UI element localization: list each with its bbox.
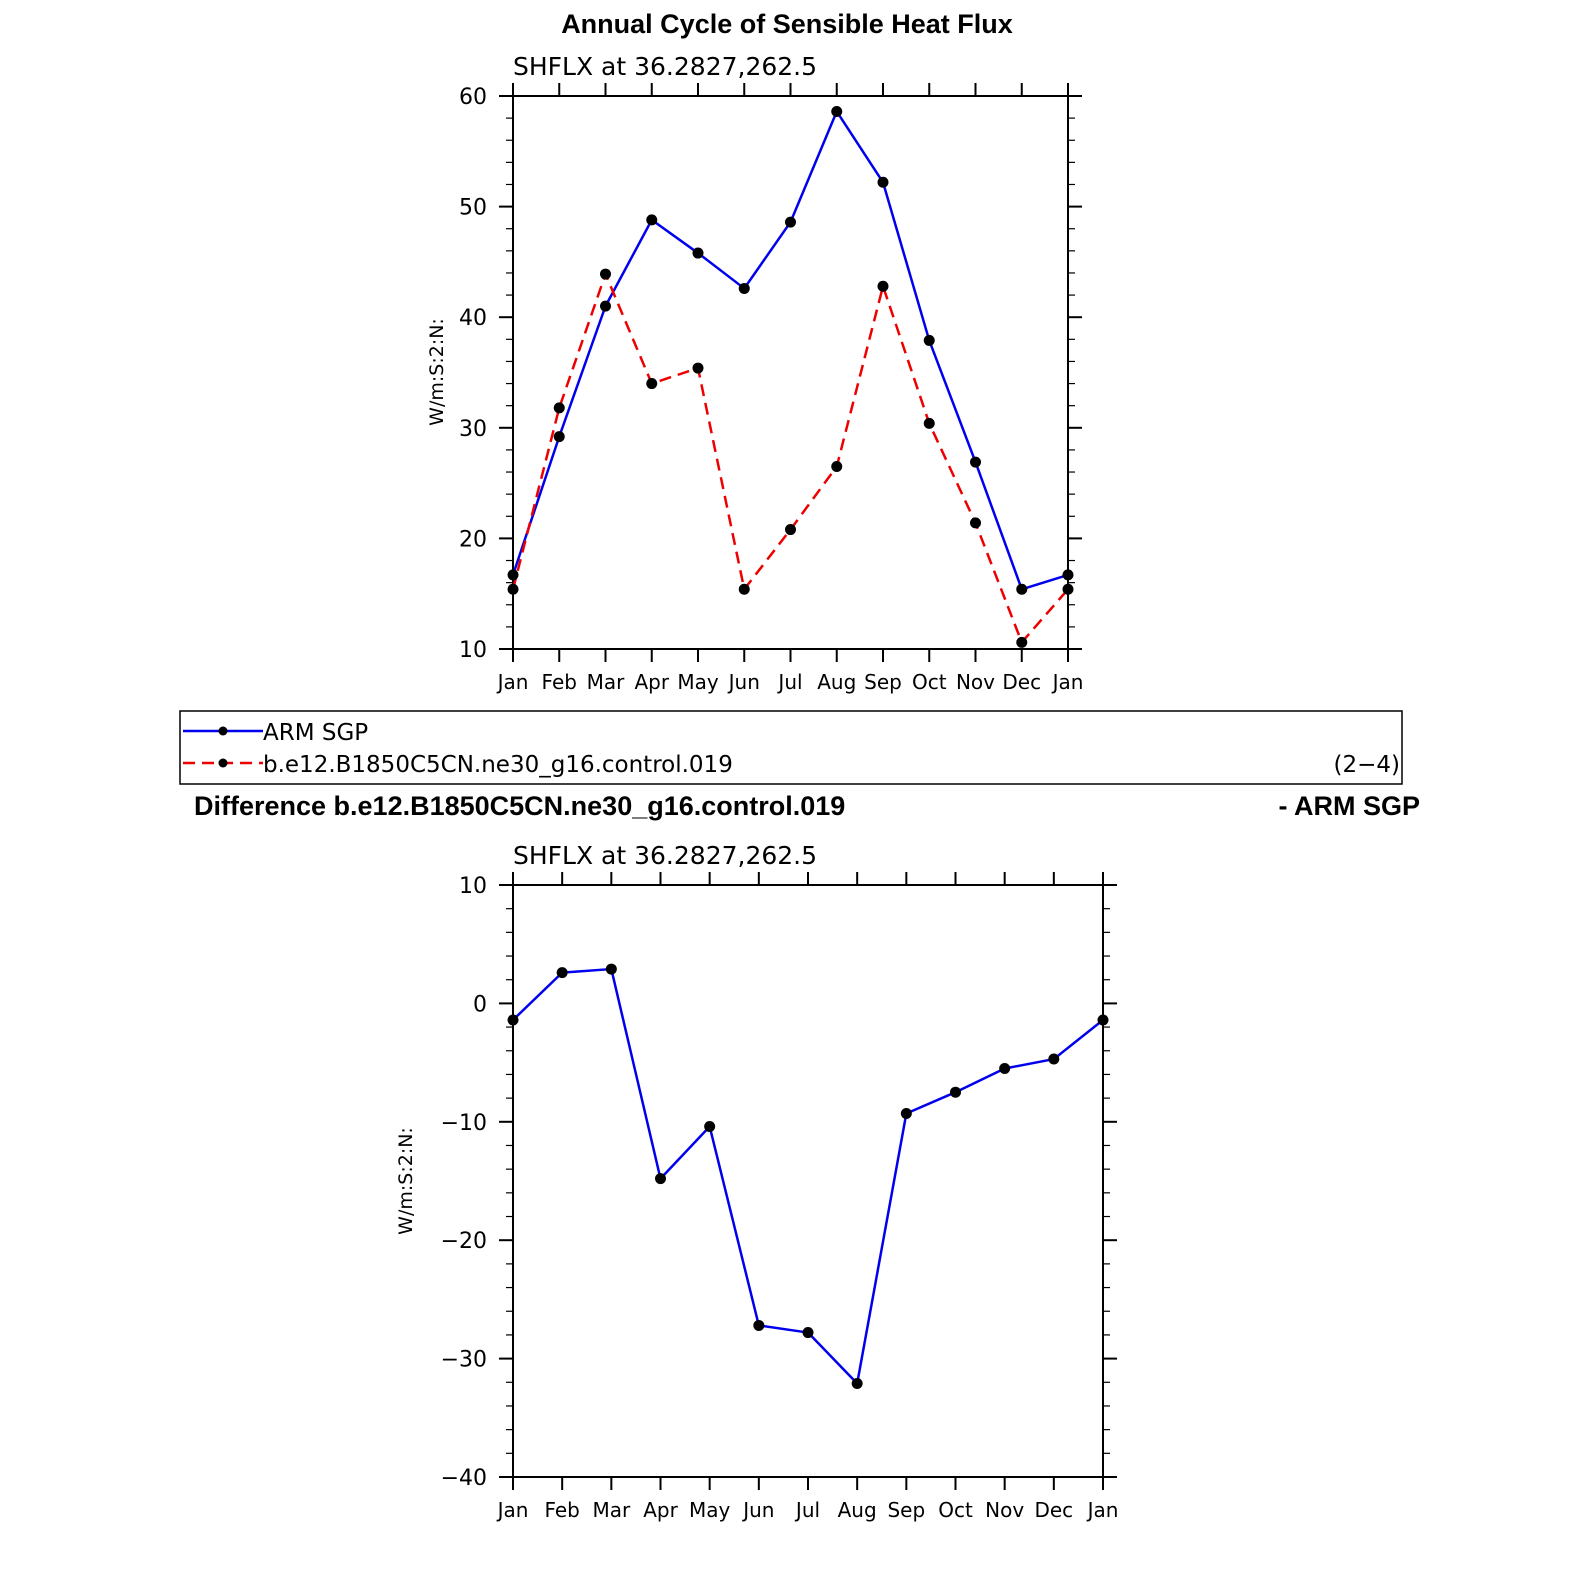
data-point-series-0 [1016,583,1028,595]
x-tick-label: Mar [592,1498,631,1522]
x-tick-label: Sep [864,670,902,694]
series-line-0 [512,967,1104,1385]
legend-marker-obs [218,726,228,736]
data-point-series-0 [553,431,565,443]
y-tick-label: 60 [459,85,487,110]
data-point-series-0 [900,1108,912,1120]
data-point-series-1 [785,524,796,536]
data-point-series-0 [831,105,843,117]
x-tick-label: Nov [985,1498,1024,1522]
chart-subtitle: SHFLX at 36.2827,262.5 [513,52,817,81]
data-point-series-0 [738,282,750,294]
x-tick-label: Feb [542,670,577,694]
x-tick-label: Oct [912,670,947,694]
x-tick-label: Dec [1002,670,1041,694]
x-tick-label: Apr [634,670,669,694]
y-tick-label: −20 [441,1229,487,1254]
diff-chart-title-right: - ARM SGP [1279,791,1421,821]
x-tick-label: Dec [1034,1498,1073,1522]
y-axis-label: W/m:S:2:N: [395,1127,417,1235]
top-chart-title: Annual Cycle of Sensible Heat Flux [561,9,1013,39]
x-tick-label: Apr [643,1498,678,1522]
y-tick-label: 10 [459,874,487,899]
x-tick-label: Sep [887,1498,925,1522]
plot-frame [512,884,1104,1478]
data-point-series-0 [950,1086,961,1098]
y-tick-label: 40 [459,306,487,331]
y-tick-label: 10 [459,638,487,663]
data-point-series-0 [646,214,658,226]
x-tick-label: Nov [956,670,995,694]
x-tick-label: Aug [817,670,856,694]
x-tick-label: May [689,1498,731,1522]
x-tick-label: Mar [587,670,626,694]
data-point-series-0 [999,1063,1011,1075]
x-tick-label: Jan [1086,1498,1119,1522]
data-point-series-0 [692,247,704,259]
data-point-series-1 [1062,583,1074,595]
difference-chart: SHFLX at 36.2827,262.5 W/m:S:2:N: Jan Feb Ma… [395,841,1118,1522]
data-point-series-1 [923,417,935,429]
data-point-series-0 [1097,1014,1109,1026]
data-point-series-0 [1048,1053,1060,1065]
data-point-series-0 [605,963,617,975]
data-point-series-0 [923,334,935,346]
data-point-series-1 [738,583,750,595]
data-point-series-1 [507,583,519,595]
data-point-series-1 [831,461,843,473]
data-point-series-0 [802,1327,814,1339]
x-tick-label: May [677,670,719,694]
legend-page-label: (2−4) [1334,752,1400,778]
data-point-series-1 [646,378,658,390]
data-point-series-0 [851,1377,863,1389]
data-point-series-0 [507,1014,519,1026]
legend-marker-model [218,758,228,768]
data-point-series-1 [877,280,889,292]
data-point-series-0 [753,1319,765,1331]
x-tick-label: Jan [496,1498,529,1522]
x-tick-label: Aug [838,1498,877,1522]
chart-subtitle: SHFLX at 36.2827,262.5 [513,841,817,870]
data-point-series-1 [1016,636,1028,648]
x-tick-label: Jul [794,1498,820,1522]
data-point-series-1 [692,362,704,374]
data-point-series-0 [877,176,889,188]
legend-box: ARM SGP b.e12.B1850C5CN.ne30_g16.control… [179,710,1403,785]
legend-frame [179,710,1403,785]
legend-label-model: b.e12.B1850C5CN.ne30_g16.control.019 [263,752,733,778]
x-tick-label: Jul [776,670,802,694]
data-point-series-1 [553,402,565,414]
y-tick-label: 0 [473,992,487,1017]
diff-chart-title-left: Difference b.e12.B1850C5CN.ne30_g16.cont… [194,791,845,821]
y-tick-label: 30 [459,417,487,442]
y-tick-label: −40 [441,1466,487,1491]
annual-cycle-chart: SHFLX at 36.2827,262.5 W/m:S:2:N: Jan Feb Ma… [426,52,1083,694]
x-tick-label: Jan [1051,670,1084,694]
x-tick-label: Oct [938,1498,973,1522]
data-point-series-0 [600,300,611,312]
y-axis-label: W/m:S:2:N: [426,318,448,426]
data-point-series-1 [970,517,981,529]
data-point-series-0 [507,569,519,581]
x-tick-label: Jun [727,670,760,694]
data-point-series-1 [600,268,611,280]
x-tick-label: Jan [496,670,529,694]
data-point-series-0 [970,456,981,468]
series-line-0 [511,110,1069,591]
legend-label-obs: ARM SGP [263,720,368,746]
y-tick-label: −10 [441,1111,487,1136]
data-point-series-0 [1062,569,1074,581]
y-tick-label: 50 [459,196,487,221]
plot-frame [512,95,1069,650]
data-point-series-0 [556,967,568,979]
data-point-series-0 [655,1173,666,1185]
y-tick-label: 20 [459,527,487,552]
x-tick-label: Jun [741,1498,774,1522]
x-tick-label: Feb [544,1498,579,1522]
data-point-series-0 [704,1121,716,1133]
y-tick-label: −30 [441,1348,487,1373]
data-point-series-0 [785,216,796,228]
